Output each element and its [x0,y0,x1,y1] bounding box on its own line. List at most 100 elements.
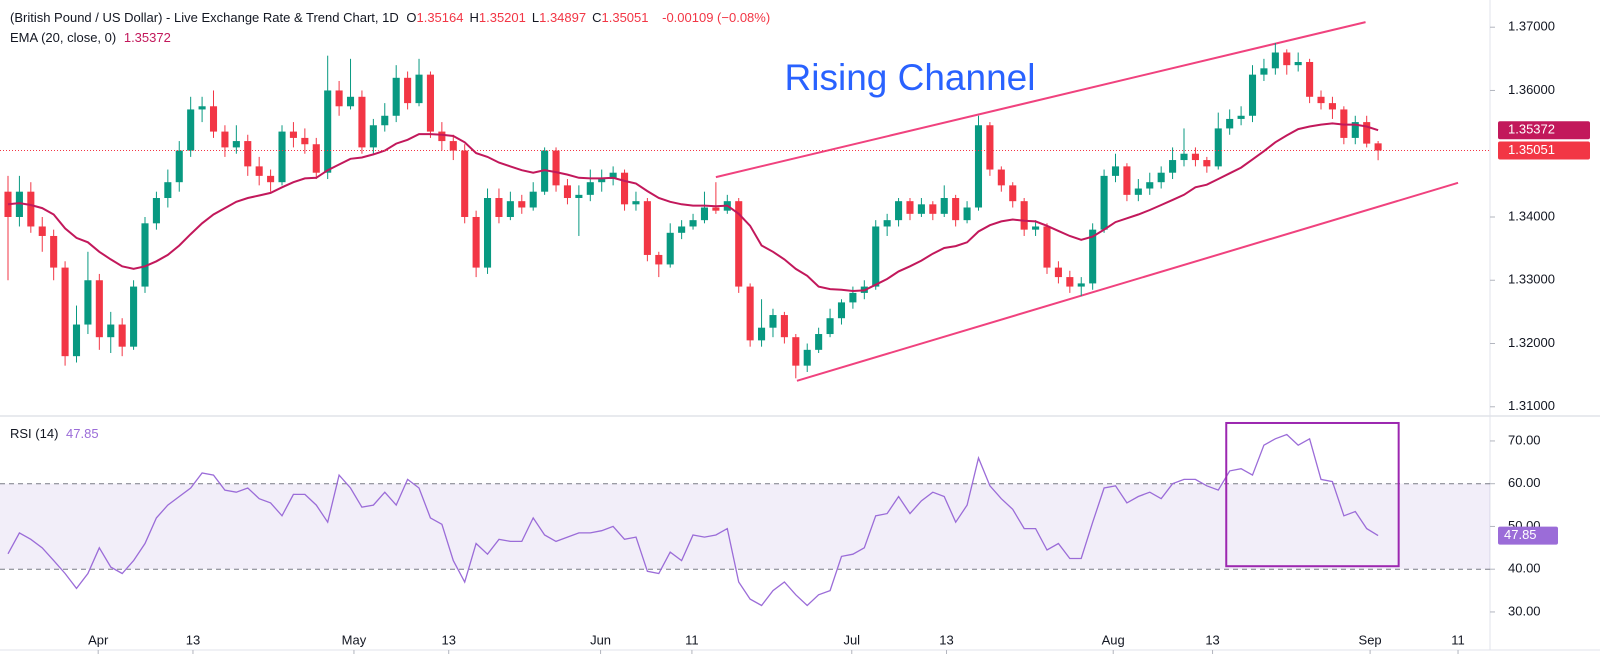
candle-body [1100,175,1108,230]
x-tick-label: Sep [1359,632,1382,647]
y-tick-label: 1.36000 [1508,82,1555,97]
candle-body [518,201,526,208]
x-tick-label: Apr [88,632,109,647]
candle-body [689,220,697,227]
y-tick-label: 1.32000 [1508,335,1555,350]
candle-body [198,106,206,110]
candle-body [529,191,537,208]
candle-body [1363,122,1371,144]
candle-body [267,175,275,183]
candle-body [118,324,126,347]
candle-body [563,185,571,199]
candle-body [289,131,297,138]
candle-body [84,280,92,325]
x-tick-label: May [342,632,367,647]
candle-body [621,172,629,205]
candle-body [72,324,81,357]
candle-body [4,191,12,217]
rsi-band [0,483,1490,570]
candle-body [997,169,1005,186]
x-tick-label: 11 [1451,632,1465,647]
candle-body [221,131,229,148]
x-tick-label: 11 [685,632,699,647]
candle-body [1180,153,1188,161]
candle-body [735,201,743,287]
main-legend: (British Pound / US Dollar) - Live Excha… [10,10,774,25]
candle-body [1157,172,1165,183]
x-tick-label: 13 [1205,632,1219,647]
quote-label: O [406,10,417,25]
y-tick-label: 1.37000 [1508,19,1555,34]
candle-body [1283,52,1291,66]
candle-body [883,220,891,227]
candle-body [1317,96,1325,104]
candle-body [1066,277,1074,287]
candle-body [495,198,503,217]
candle-body [952,198,960,221]
candle-body [1351,122,1359,138]
x-tick-label: Aug [1102,632,1125,647]
candle-body [312,144,320,173]
ema-last-label-bg [1498,121,1590,140]
candle-body [1260,68,1268,75]
candle-body [95,280,103,338]
candle-body [575,194,583,199]
candle-body [1226,118,1234,129]
candle-body [415,74,423,104]
quote-label: L [531,10,540,25]
candle-body [758,327,766,341]
candle-body [632,201,640,205]
candle-body [655,254,663,265]
candle-body [974,125,983,208]
rsi-legend: RSI (14) 47.85 [10,426,103,441]
candle-body [1248,74,1257,116]
candle-body [141,223,149,287]
candle-body [175,150,183,183]
trendline [715,21,1366,179]
y-tick-label: 30.00 [1508,603,1541,618]
rsi-value: 47.85 [66,426,99,441]
y-tick-label: 1.34000 [1508,208,1555,223]
ema-line [7,122,1379,293]
change: -0.00109 (−0.08%) [662,10,771,25]
y-tick-label: 1.33000 [1508,272,1555,287]
candle-body [346,96,355,107]
candle-body [232,141,240,148]
ema-value: 1.35372 [123,30,171,45]
candle-body [678,226,686,233]
candle-body [461,150,469,217]
candle-body [244,141,252,167]
candle-body [929,204,937,214]
candle-body [278,131,286,183]
candle-body [917,204,925,214]
quote-value: 1.35201 [478,10,526,25]
candle-body [666,232,674,265]
candle-body [164,182,172,199]
candle-body [1089,229,1097,284]
candle-body [986,125,994,170]
candle-body [780,315,788,338]
last-price-label-bg [1498,141,1590,160]
candle-body [438,131,446,142]
candle-body [872,226,880,287]
candle-body [27,191,35,227]
candle-body [643,201,651,255]
quote-label: H [469,10,479,25]
y-tick-label: 40.00 [1508,561,1541,576]
candle-body [61,267,69,357]
candle-body [301,137,309,145]
x-tick-label: Jun [590,632,611,647]
candle-body [906,201,914,214]
candle-body [1077,283,1085,287]
candle-body [392,77,400,116]
candle-body [381,115,389,126]
candle-body [826,318,834,335]
candle-body [255,166,263,176]
candle-body [369,125,377,148]
y-tick-label: 60.00 [1508,475,1541,490]
x-tick-label: 13 [939,632,953,647]
candle-body [552,150,560,186]
candle-body [483,198,492,268]
candle-body [50,235,58,268]
